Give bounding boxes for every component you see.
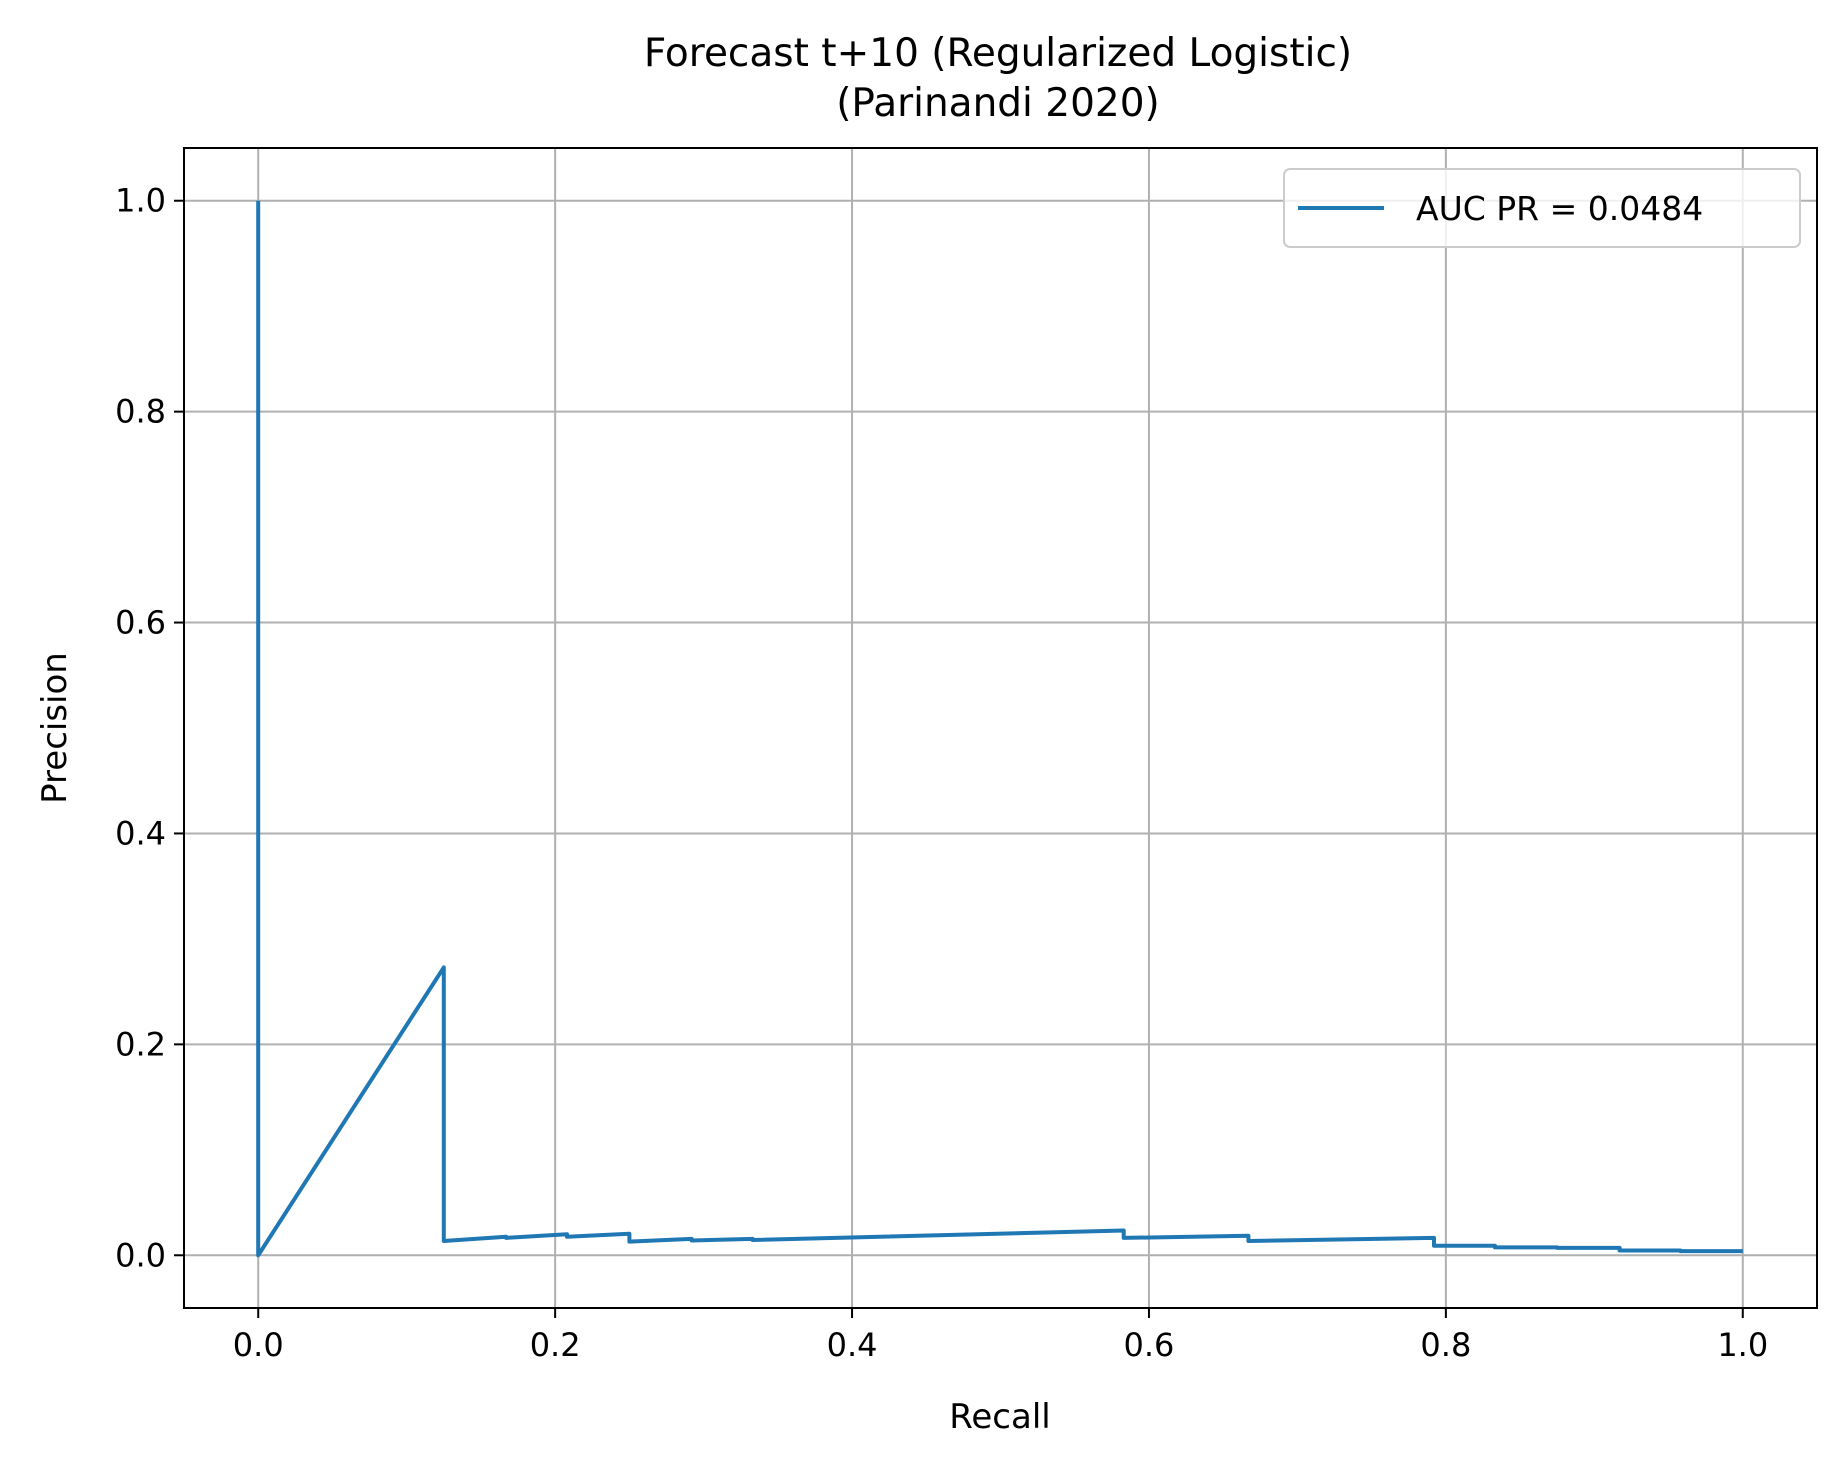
x-tick-label: 1.0 bbox=[1717, 1326, 1768, 1364]
y-tick-label: 0.8 bbox=[115, 393, 166, 431]
legend-box bbox=[1283, 168, 1801, 248]
y-tick-label: 0.2 bbox=[115, 1025, 166, 1063]
gridlines bbox=[184, 148, 1817, 1308]
legend-label: AUC PR = 0.0484 bbox=[1416, 189, 1703, 228]
x-tick-label: 0.8 bbox=[1420, 1326, 1471, 1364]
plot-frame bbox=[183, 147, 1818, 1309]
series-line-auc-pr bbox=[256, 200, 1743, 1258]
x-tick-label: 0.0 bbox=[233, 1326, 284, 1364]
x-tick-label: 0.4 bbox=[827, 1326, 878, 1364]
x-axis-label: Recall bbox=[949, 1397, 1050, 1437]
chart-subtitle: (Parinandi 2020) bbox=[836, 81, 1160, 126]
x-tick-label: 0.2 bbox=[530, 1326, 581, 1364]
y-tick-label: 0.6 bbox=[115, 604, 166, 642]
legend: AUC PR = 0.0484 bbox=[1283, 168, 1801, 248]
y-tick-label: 0.0 bbox=[115, 1236, 166, 1274]
axis-ticks bbox=[174, 199, 1744, 1318]
y-axis-label: Precision bbox=[35, 652, 75, 804]
y-tick-label: 0.4 bbox=[115, 814, 166, 852]
x-tick-label: 0.6 bbox=[1124, 1326, 1175, 1364]
chart-title: Forecast t+10 (Regularized Logistic) bbox=[644, 31, 1352, 76]
y-tick-labels: 0.0 0.2 0.4 0.6 0.8 1.0 bbox=[115, 182, 166, 1275]
x-tick-labels: 0.0 0.2 0.4 0.6 0.8 1.0 bbox=[233, 1326, 1768, 1364]
y-tick-label: 1.0 bbox=[115, 182, 166, 220]
